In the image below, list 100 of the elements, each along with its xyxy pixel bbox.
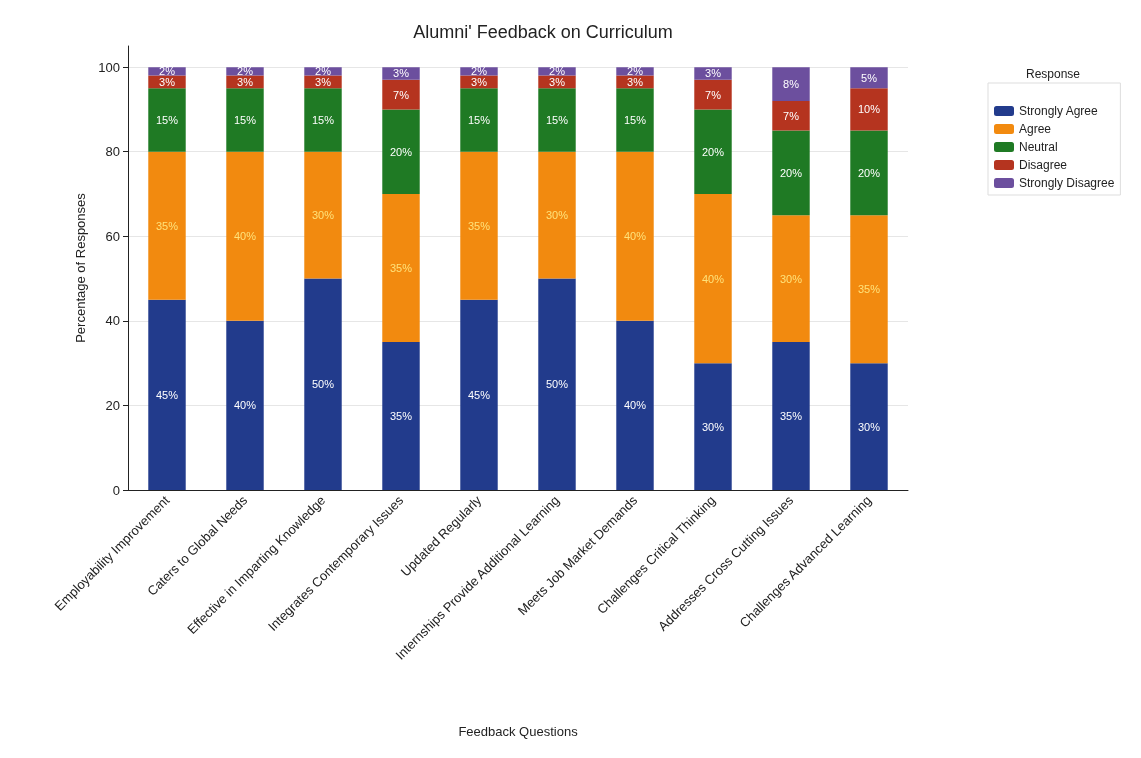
bar bbox=[304, 88, 342, 152]
y-tick-label: 40 bbox=[105, 313, 120, 329]
bar bbox=[772, 67, 810, 101]
bar bbox=[772, 215, 810, 342]
bar bbox=[304, 151, 342, 279]
data-label: 15% bbox=[311, 114, 335, 126]
data-label: 15% bbox=[233, 114, 257, 126]
bar bbox=[148, 299, 186, 490]
data-label: 35% bbox=[389, 410, 413, 422]
data-label: 20% bbox=[857, 166, 881, 179]
data-label: 3% bbox=[393, 67, 410, 80]
bar bbox=[538, 278, 576, 490]
data-label: 20% bbox=[701, 145, 725, 158]
data-label: 3% bbox=[159, 75, 176, 88]
data-label: 2% bbox=[471, 65, 488, 78]
y-tick-label: 80 bbox=[105, 144, 120, 160]
data-label: 50% bbox=[311, 378, 335, 391]
bar bbox=[772, 342, 810, 490]
data-label: 3% bbox=[471, 75, 488, 88]
bar bbox=[616, 320, 654, 490]
legend-label: Agree bbox=[1019, 122, 1052, 136]
data-label: 2% bbox=[549, 65, 566, 78]
data-label: 3% bbox=[237, 75, 254, 88]
data-label: 30% bbox=[857, 420, 881, 433]
data-label: 40% bbox=[701, 272, 725, 285]
bar bbox=[460, 299, 498, 490]
y-tick-label: 60 bbox=[105, 228, 120, 244]
data-label: 30% bbox=[311, 209, 335, 222]
data-label: 15% bbox=[545, 114, 569, 126]
data-label: 3% bbox=[315, 75, 332, 88]
data-label: 35% bbox=[389, 262, 413, 274]
data-label: 30% bbox=[779, 272, 803, 285]
bar bbox=[382, 194, 420, 342]
data-label: 10% bbox=[857, 103, 881, 116]
chart-title: Alumni' Feedback on Curriculum bbox=[413, 22, 673, 42]
bar bbox=[694, 194, 732, 364]
bar bbox=[616, 151, 654, 321]
data-label: 40% bbox=[623, 399, 647, 412]
data-label: 15% bbox=[155, 114, 179, 126]
bar bbox=[694, 79, 732, 110]
data-label: 40% bbox=[623, 230, 647, 243]
x-axis-title: Feedback Questions bbox=[458, 724, 579, 739]
legend-label: Strongly Disagree bbox=[1019, 176, 1115, 190]
y-tick-label: 100 bbox=[98, 59, 120, 75]
data-label: 2% bbox=[315, 65, 332, 78]
bar bbox=[304, 278, 342, 490]
data-label: 2% bbox=[627, 65, 644, 78]
legend-label: Disagree bbox=[1019, 158, 1068, 172]
data-label: 20% bbox=[779, 166, 803, 179]
data-label: 7% bbox=[705, 88, 722, 101]
bar bbox=[226, 320, 264, 490]
bar bbox=[850, 88, 888, 131]
bar bbox=[772, 100, 810, 131]
data-label: 40% bbox=[233, 230, 257, 243]
data-label: 45% bbox=[155, 388, 179, 401]
data-label: 2% bbox=[159, 65, 176, 78]
bar bbox=[226, 88, 264, 152]
data-label: 30% bbox=[701, 420, 725, 433]
legend-title: Response bbox=[1025, 67, 1081, 81]
data-label: 35% bbox=[467, 219, 491, 232]
y-tick-label: 20 bbox=[105, 397, 120, 413]
bar bbox=[538, 151, 576, 279]
y-tick-label: 0 bbox=[112, 482, 120, 498]
data-label: 15% bbox=[467, 114, 491, 126]
data-label: 2% bbox=[237, 65, 254, 78]
bar bbox=[850, 215, 888, 364]
data-label: 8% bbox=[783, 78, 800, 91]
bar bbox=[148, 151, 186, 300]
data-label: 3% bbox=[627, 75, 644, 88]
bar bbox=[382, 79, 420, 110]
legend-label: Strongly Agree bbox=[1019, 104, 1099, 118]
bar bbox=[226, 151, 264, 321]
data-label: 30% bbox=[545, 209, 569, 222]
data-label: 40% bbox=[233, 399, 257, 412]
data-label: 15% bbox=[623, 114, 647, 126]
bar bbox=[694, 109, 732, 194]
bar bbox=[616, 88, 654, 152]
bar bbox=[772, 130, 810, 216]
bar bbox=[148, 88, 186, 152]
data-label: 35% bbox=[779, 410, 803, 422]
bar bbox=[382, 342, 420, 490]
data-label: 3% bbox=[549, 75, 566, 88]
data-label: 7% bbox=[783, 109, 800, 122]
bar bbox=[694, 363, 732, 490]
data-label: 5% bbox=[861, 71, 878, 84]
data-label: 20% bbox=[389, 145, 413, 158]
data-label: 45% bbox=[467, 388, 491, 401]
data-label: 35% bbox=[155, 219, 179, 232]
data-label: 3% bbox=[705, 67, 722, 80]
bar bbox=[850, 363, 888, 490]
bar bbox=[460, 151, 498, 300]
bar bbox=[382, 109, 420, 194]
data-label: 35% bbox=[857, 283, 881, 296]
data-label: 50% bbox=[545, 378, 569, 391]
data-label: 7% bbox=[393, 88, 410, 101]
y-axis-title: Percentage of Responses bbox=[73, 192, 89, 343]
bar bbox=[538, 88, 576, 152]
bar bbox=[460, 88, 498, 152]
bar bbox=[850, 130, 888, 216]
legend-label: Neutral bbox=[1019, 140, 1058, 154]
